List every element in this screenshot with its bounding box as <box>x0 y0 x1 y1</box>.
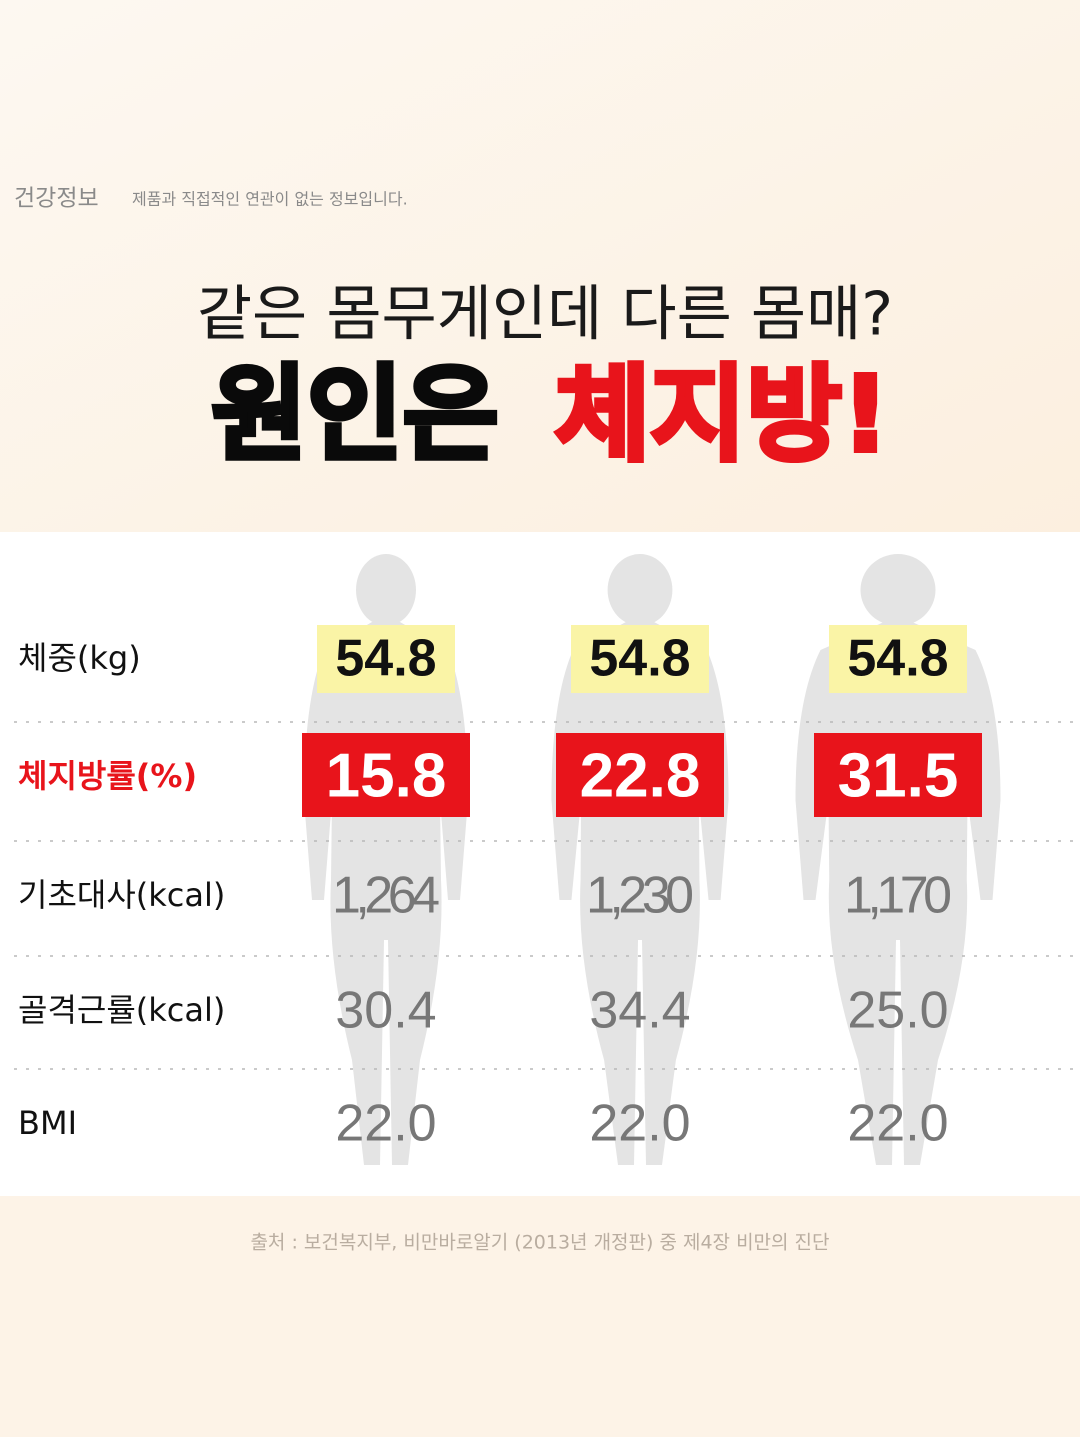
silhouette-head <box>356 554 416 626</box>
source: 출처 : 보건복지부, 비만바로알기 (2013년 개정판) 중 제4장 비만의… <box>250 1232 829 1254</box>
highlight-box <box>829 625 967 693</box>
footer-background <box>0 1196 1080 1437</box>
title-line1: 같은 몸무게인데 다른 몸매? <box>197 280 893 350</box>
cell-value: 54.8 <box>335 630 436 688</box>
cell-value: 22.0 <box>589 1095 690 1153</box>
cell-value: 1,170 <box>844 867 952 925</box>
row-label: 체지방률(%) <box>18 757 197 795</box>
silhouette-head <box>860 554 936 626</box>
row-label: 체중(kg) <box>18 639 141 677</box>
cell-value: 22.0 <box>335 1095 436 1153</box>
highlight-box <box>556 733 724 817</box>
cell-value: 54.8 <box>589 630 690 688</box>
top-background <box>0 0 1080 532</box>
row-label: 골격근률(kcal) <box>18 991 225 1029</box>
highlight-box <box>814 733 982 817</box>
cell-value: 22.8 <box>580 741 701 810</box>
header-tag: 건강정보 <box>14 186 99 212</box>
cell-value: 30.4 <box>335 982 436 1040</box>
row-label: 기초대사(kcal) <box>18 876 225 914</box>
cell-value: 15.8 <box>326 741 447 810</box>
cell-value: 22.0 <box>847 1095 948 1153</box>
table: 체중(kg) 54.8 54.8 54.8 체지방률(%) 15.8 22.8 31.5 기초대… <box>14 625 1075 1153</box>
cell-value: 34.4 <box>589 982 690 1040</box>
cell-value: 25.0 <box>847 982 948 1040</box>
cell-value: 54.8 <box>847 630 948 688</box>
highlight-box <box>317 625 455 693</box>
highlight-box <box>302 733 470 817</box>
row-label: BMI <box>18 1104 77 1142</box>
cell-value: 1,264 <box>332 867 440 925</box>
title-red: 체지방! <box>555 353 889 475</box>
highlight-box <box>571 625 709 693</box>
cell-value: 1,230 <box>586 867 694 925</box>
cell-value: 31.5 <box>838 741 959 810</box>
header-note: 제품과 직접적인 연관이 없는 정보입니다. <box>132 190 408 209</box>
title-black: 원인은 <box>211 353 498 475</box>
silhouette-head <box>607 554 673 626</box>
